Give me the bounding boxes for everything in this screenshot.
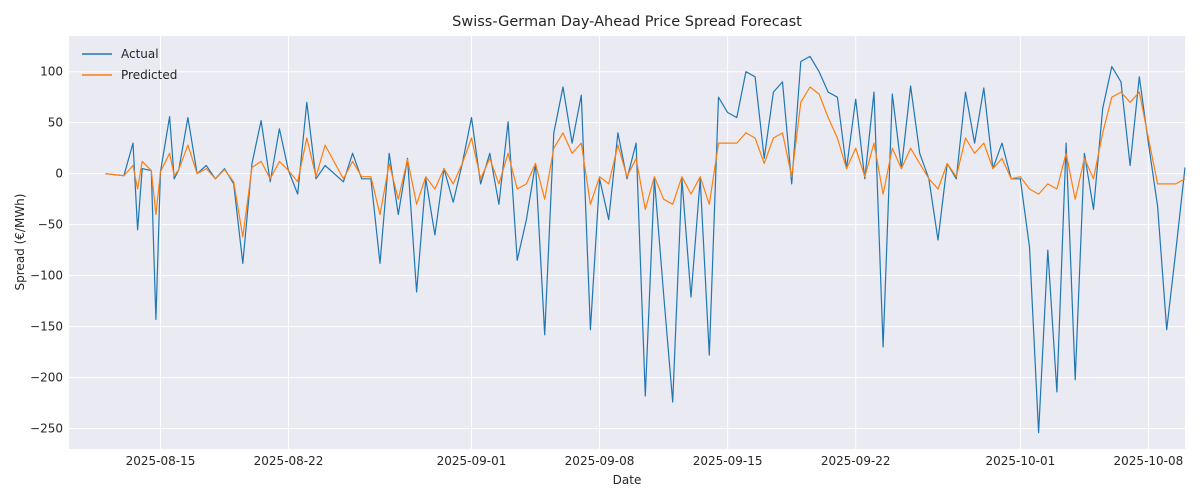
y-tick-label: −200 — [30, 371, 63, 385]
x-tick-label: 2025-09-08 — [565, 454, 635, 468]
chart-title: Swiss-German Day-Ahead Price Spread Fore… — [452, 14, 802, 30]
x-tick-label: 2025-08-22 — [254, 454, 324, 468]
x-axis-ticks: 2025-08-15 2025-08-22 2025-09-01 2025-09-08… — [126, 454, 1184, 468]
y-tick-label: −150 — [30, 320, 63, 334]
y-axis-ticks: 100 50 0 −50 −100 −150 −200 −250 — [30, 65, 63, 436]
legend-label-actual: Actual — [121, 47, 159, 61]
y-tick-label: −100 — [30, 269, 63, 283]
x-tick-label: 2025-10-01 — [985, 454, 1055, 468]
y-axis-label: Spread (€/MWh) — [13, 194, 27, 291]
y-tick-label: 50 — [48, 116, 63, 130]
x-tick-label: 2025-09-15 — [693, 454, 763, 468]
x-tick-label: 2025-10-08 — [1114, 454, 1184, 468]
y-tick-label: 0 — [55, 167, 63, 181]
x-tick-label: 2025-08-15 — [126, 454, 196, 468]
series-line-predicted — [105, 86, 1186, 238]
series-line-actual — [105, 55, 1186, 434]
series-layer — [105, 55, 1186, 434]
x-axis-label: Date — [613, 473, 642, 487]
y-tick-label: 100 — [40, 65, 63, 79]
y-tick-label: −250 — [30, 422, 63, 436]
legend-label-predicted: Predicted — [121, 68, 177, 82]
x-tick-label: 2025-09-01 — [437, 454, 507, 468]
legend: Actual Predicted — [82, 47, 177, 82]
x-tick-label: 2025-09-22 — [821, 454, 891, 468]
plot-area — [69, 36, 1185, 449]
grid — [69, 36, 1185, 449]
y-tick-label: −50 — [38, 218, 63, 232]
